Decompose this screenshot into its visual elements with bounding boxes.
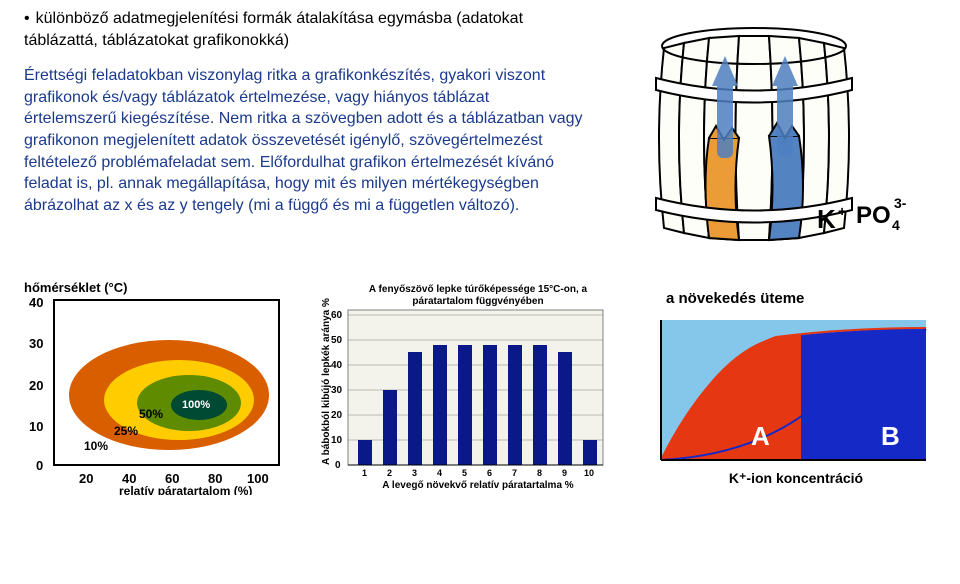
svg-text:K⁺-ion koncentráció: K⁺-ion koncentráció (729, 470, 863, 486)
svg-text:A fenyőszövő lepke túrőképessé: A fenyőszövő lepke túrőképessége 15°C-on… (368, 284, 587, 295)
main-text: •különböző adatmegjelenítési formák átal… (24, 8, 584, 268)
svg-text:20: 20 (79, 471, 93, 486)
svg-text:páratartalom függvényében: páratartalom függvényében (412, 296, 543, 307)
svg-text:50: 50 (331, 335, 343, 346)
svg-text:6: 6 (487, 468, 492, 478)
svg-text:8: 8 (537, 468, 542, 478)
bullet1-text: különböző adatmegjelenítési formák átala… (24, 10, 523, 49)
svg-text:50%: 50% (139, 407, 163, 421)
bullet-text: •különböző adatmegjelenítési formák átal… (24, 8, 584, 51)
svg-text:relatív páratartalom (%): relatív páratartalom (%) (119, 484, 252, 495)
svg-text:A: A (751, 421, 770, 451)
svg-text:K: K (817, 204, 836, 234)
svg-text:2: 2 (387, 468, 392, 478)
ellipse-y-title: hőmérséklet (°C) (24, 280, 289, 295)
ellipse-chart: hőmérséklet (°C) 10% 25% 50% 100% 40 30 … (24, 280, 289, 495)
svg-text:10%: 10% (84, 439, 108, 453)
svg-text:60: 60 (331, 310, 343, 321)
svg-text:40: 40 (331, 360, 343, 371)
svg-text:10: 10 (331, 435, 343, 446)
svg-text:5: 5 (462, 468, 467, 478)
svg-text:7: 7 (512, 468, 517, 478)
svg-text:30: 30 (331, 385, 343, 396)
growth-title: a növekedés üteme (636, 290, 936, 307)
svg-text:3-: 3- (894, 195, 907, 211)
svg-text:100%: 100% (182, 399, 210, 411)
blue-paragraph: Érettségi feladatokban viszonylag ritka … (24, 65, 584, 216)
svg-text:PO: PO (856, 202, 891, 229)
svg-text:4: 4 (437, 468, 442, 478)
svg-text:1: 1 (362, 468, 367, 478)
svg-text:3: 3 (412, 468, 417, 478)
bar-y-title: A bábokból kibújó lepkék aránya % (321, 298, 332, 465)
svg-text:4: 4 (892, 217, 900, 233)
svg-text:0: 0 (335, 460, 341, 471)
svg-text:25%: 25% (114, 424, 138, 438)
svg-text:20: 20 (29, 378, 43, 393)
growth-chart: a növekedés üteme A B K⁺-ion k (636, 280, 936, 495)
svg-text:A levegő növekvő relatív párat: A levegő növekvő relatív páratartalma % (382, 480, 573, 490)
svg-text:10: 10 (29, 419, 43, 434)
svg-text:B: B (881, 421, 900, 451)
svg-text:+: + (838, 203, 846, 219)
barrel-diagram: K + PO 4 3- (584, 8, 924, 268)
svg-text:0: 0 (36, 458, 43, 473)
svg-text:30: 30 (29, 336, 43, 351)
bar-chart: A fenyőszövő lepke túrőképessége 15°C-on… (313, 280, 613, 495)
svg-text:20: 20 (331, 410, 343, 421)
svg-text:40: 40 (29, 295, 43, 310)
svg-text:9: 9 (562, 468, 567, 478)
svg-text:10: 10 (584, 468, 594, 478)
